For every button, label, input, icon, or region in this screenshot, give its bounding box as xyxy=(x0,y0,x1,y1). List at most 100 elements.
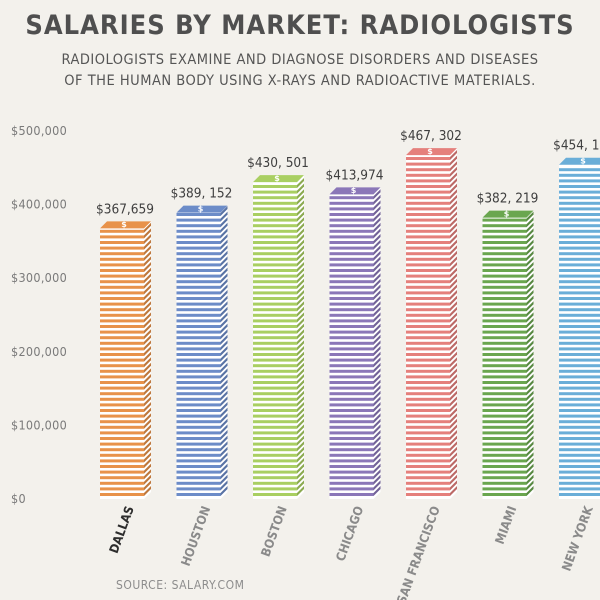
bar-stripe xyxy=(176,280,221,284)
bar-stripe-side xyxy=(220,407,228,418)
bar-stripe-side xyxy=(220,295,228,306)
bar-stripe-side xyxy=(526,239,534,250)
bar-stripe xyxy=(329,431,374,435)
bar-stripe-side xyxy=(220,480,228,491)
bar-stripe-side xyxy=(526,284,534,295)
bar-stripe-side xyxy=(450,452,457,463)
bar-stripe xyxy=(406,274,450,278)
bar-stripe-side xyxy=(297,301,304,312)
bar-stripe-side xyxy=(450,413,457,424)
bar-stripe-side xyxy=(220,329,228,340)
bar-stripe-side xyxy=(373,424,381,435)
bar-stripe-side xyxy=(526,306,534,317)
bar-stripe xyxy=(253,280,297,284)
bar-stripe-side xyxy=(373,329,381,340)
bar-stripe-side xyxy=(450,150,457,160)
bar-stripe-side xyxy=(450,222,457,233)
bar-stripe xyxy=(176,425,221,429)
bar-stripe-side xyxy=(220,301,228,312)
bar-stripe xyxy=(253,241,297,244)
bar-stripe xyxy=(329,201,374,205)
bar-stripe xyxy=(406,453,450,457)
bar-stripe-side xyxy=(144,407,151,418)
bar-stripe-side xyxy=(526,334,534,345)
bar-stripe xyxy=(559,403,600,407)
bar-stripe xyxy=(406,476,450,480)
bar-stripe-side xyxy=(297,486,304,496)
bar-stripe xyxy=(176,325,221,328)
bar-stripe xyxy=(176,213,221,216)
bar-stripe xyxy=(559,465,600,468)
bar-stripe xyxy=(253,224,297,228)
bar-stripe xyxy=(406,481,450,485)
bar-stripe-side xyxy=(373,480,381,491)
bar-stripe xyxy=(100,280,144,284)
bar-stripe-side xyxy=(450,362,457,373)
bar-stripe-side xyxy=(220,211,228,222)
category-label: CHICAGO xyxy=(333,504,367,563)
bar-stripe xyxy=(100,241,144,244)
bar-stripe-side xyxy=(144,295,151,306)
bar-stripe xyxy=(482,431,527,435)
bar-stripe xyxy=(176,493,221,496)
bar: $ xyxy=(482,209,534,499)
bar-stripe xyxy=(329,453,374,457)
bar-stripe xyxy=(329,375,374,379)
bar-stripe xyxy=(253,274,297,278)
bar-stripe xyxy=(482,425,527,429)
bar-stripe xyxy=(253,257,297,261)
bar-stripe-side xyxy=(297,278,304,289)
bar-body xyxy=(253,182,297,500)
bar-stripe-side xyxy=(526,295,534,306)
bar-stripe-side xyxy=(220,262,228,272)
bar-stripe-side xyxy=(373,413,381,424)
bar-stripe-side xyxy=(373,284,381,295)
bar-stripe-side xyxy=(220,368,228,379)
bar-stripe-side xyxy=(297,407,304,418)
bar-stripe-side xyxy=(144,441,151,452)
bar-stripe xyxy=(253,381,297,384)
bar-stripe xyxy=(176,481,221,485)
bar-stripe xyxy=(253,358,297,362)
bar-stripe-side xyxy=(526,217,534,228)
bar-stripe-side xyxy=(144,463,151,474)
bar-stripe xyxy=(253,459,297,463)
bar-stripe xyxy=(100,381,144,384)
bar-stripe xyxy=(253,252,297,256)
category-label: MIAMI xyxy=(492,504,520,546)
bar-stripe xyxy=(559,190,600,194)
bar-stripe xyxy=(176,409,221,412)
bar-stripe-side xyxy=(297,463,304,474)
bar-stripe xyxy=(100,487,144,491)
bar-stripe xyxy=(253,246,297,250)
bar-stripe-side xyxy=(526,402,534,412)
bar-stripe-side xyxy=(450,402,457,412)
bar-stripe-side xyxy=(450,245,457,256)
bar-stripe-side xyxy=(526,278,534,289)
bar-stripe xyxy=(100,437,144,440)
bar-stripe-side xyxy=(297,329,304,340)
bar-stripe xyxy=(482,358,527,362)
bar-stripe-side xyxy=(373,474,381,485)
bar-stripe xyxy=(176,241,221,244)
bar-stripe xyxy=(482,235,527,239)
bar-stripe-side xyxy=(526,211,534,222)
bar-stripe xyxy=(100,313,144,317)
bar-stripe xyxy=(253,364,297,368)
bar-stripe xyxy=(100,263,144,267)
bar-stripe xyxy=(559,481,600,485)
bar-stripe-side xyxy=(526,362,534,373)
bar-stripe-side xyxy=(526,329,534,340)
bar-stripe xyxy=(406,364,450,368)
bar-stripe-side xyxy=(297,435,304,446)
bar-stripe-side xyxy=(144,390,151,401)
bar-stripe xyxy=(176,319,221,323)
bar-stripe-side xyxy=(144,469,151,480)
bar-stripe-side xyxy=(297,362,304,373)
bar-stripe-side xyxy=(526,318,534,328)
bar-stripe xyxy=(559,185,600,188)
bar-stripe xyxy=(176,369,221,373)
bar-stripe-side xyxy=(373,211,381,222)
bar-stripe xyxy=(559,213,600,216)
bar-stripe-side xyxy=(450,390,457,401)
